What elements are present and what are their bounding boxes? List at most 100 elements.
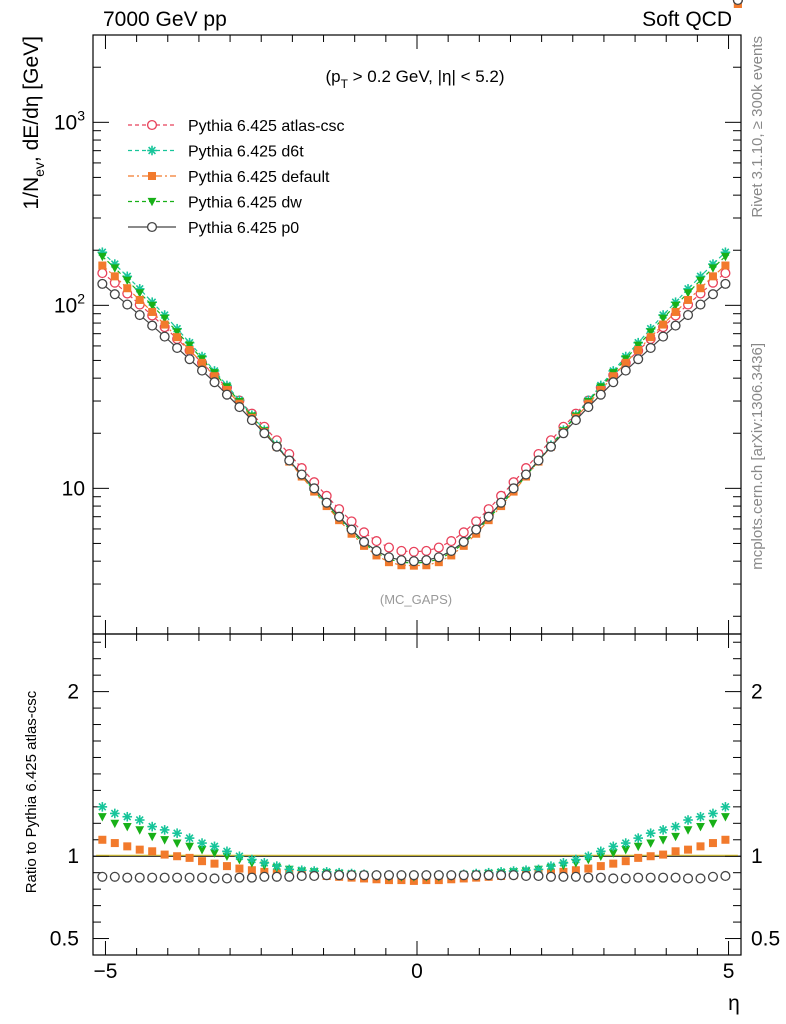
ratio-point-p0: [620, 873, 631, 884]
point-p0: [558, 428, 569, 439]
ratio-point-p0: [421, 870, 432, 881]
main-ytick-label: 10: [62, 477, 85, 500]
ratio-point-p0: [682, 873, 694, 884]
ratio-point-dw: [708, 819, 718, 829]
point-p0: [433, 552, 444, 563]
rivet-version-label: Rivet 3.1.10, ≥ 300k events: [749, 36, 766, 218]
ratio-ytick-label: 0.5: [50, 928, 79, 951]
point-p0: [234, 402, 245, 413]
ratio-ytick-label: 1: [67, 845, 79, 868]
ratio-point-dw: [658, 836, 668, 845]
ratio-point-p0: [483, 870, 494, 881]
ratio-point-d6t: [608, 841, 619, 852]
ratio-point-d6t: [620, 838, 631, 848]
point-p0: [670, 320, 681, 331]
x-axis-label: η: [728, 992, 740, 1015]
point-p0: [595, 389, 606, 400]
main-ytick-label: 102: [54, 290, 85, 317]
point-dw: [122, 276, 132, 286]
ratio-point-default: [247, 866, 256, 875]
ratio-point-default: [596, 862, 605, 871]
ratio-point-dw: [160, 836, 170, 845]
ratio-point-d6t: [683, 815, 693, 825]
legend-label: Pythia 6.425 p0: [188, 220, 299, 237]
ratio-point-d6t: [209, 841, 220, 852]
legend-marker-atlas-csc: [146, 119, 158, 131]
point-dw: [172, 328, 182, 337]
ratio-point-p0: [259, 871, 270, 882]
ratio-point-p0: [396, 870, 407, 881]
point-default: [198, 358, 207, 367]
side-text: Rivet 3.1.10, ≥ 300k events mcplots.cern.…: [749, 36, 766, 570]
ratio-point-d6t: [670, 821, 681, 832]
point-default: [634, 346, 643, 355]
ratio-point-p0: [284, 871, 295, 882]
ratio-point-p0: [658, 872, 669, 883]
ratio-point-d6t: [247, 854, 257, 865]
point-p0: [159, 331, 170, 342]
point-p0: [508, 483, 519, 494]
point-p0: [134, 309, 145, 321]
ratio-point-d6t: [259, 858, 270, 868]
ratio-point-default: [148, 847, 157, 856]
point-default: [621, 358, 630, 367]
ratio-point-default: [135, 845, 144, 854]
point-atlas-csc: [720, 268, 731, 279]
ratio-point-default: [160, 850, 169, 859]
point-p0: [570, 415, 581, 426]
point-p0: [583, 402, 594, 413]
ratio-point-dw: [210, 849, 219, 858]
point-atlas-csc: [446, 536, 457, 547]
series-dw: [97, 252, 730, 568]
ratio-point-d6t: [658, 825, 668, 835]
ratio-ytick-label: 2: [67, 681, 79, 704]
ratio-point-d6t: [708, 808, 718, 819]
ratio-point-d6t: [234, 851, 245, 862]
ratio-point-default: [210, 859, 219, 868]
point-atlas-csc: [371, 536, 382, 547]
ratio-point-p0: [296, 870, 307, 882]
ratio-point-p0: [583, 872, 594, 883]
main-ytick-label: 103: [54, 107, 85, 134]
ratio-point-default: [621, 857, 630, 866]
point-atlas-csc: [471, 516, 482, 527]
point-p0: [533, 455, 544, 466]
point-p0: [271, 441, 282, 452]
ratio-point-d6t: [172, 828, 182, 838]
cut-annotation: (pT > 0.2 GeV, |η| < 5.2): [325, 67, 504, 91]
ratio-point-dw: [608, 849, 618, 858]
ratio-point-p0: [408, 870, 419, 881]
point-p0: [471, 524, 482, 535]
series-line-default: [101, 265, 726, 567]
point-atlas-csc: [433, 542, 444, 553]
ratio-point-default: [659, 850, 668, 859]
ratio-point-default: [634, 853, 643, 862]
point-default: [696, 284, 705, 293]
series-p0: [97, 0, 743, 567]
point-p0: [147, 320, 158, 331]
legend-marker-p0: [146, 221, 158, 233]
point-p0: [695, 299, 706, 310]
x-tick-label: 5: [723, 960, 735, 983]
ratio-point-p0: [234, 872, 245, 883]
point-p0: [682, 309, 694, 321]
ratio-point-p0: [371, 870, 382, 881]
ratio-point-p0: [172, 872, 183, 883]
point-atlas-csc: [408, 546, 419, 557]
point-atlas-csc: [421, 545, 432, 556]
legend-label: Pythia 6.425 default: [188, 169, 330, 186]
ratio-point-p0: [520, 870, 532, 882]
legend-entry-dw: Pythia 6.425 dw: [128, 195, 302, 212]
ratio-point-p0: [707, 871, 719, 882]
point-p0: [658, 331, 669, 342]
ratio-point-default: [571, 866, 580, 875]
ratio-point-dw: [696, 823, 705, 832]
point-p0: [196, 365, 208, 376]
ratio-point-d6t: [695, 811, 706, 822]
point-p0: [371, 545, 382, 556]
process-label: Soft QCD: [642, 8, 732, 31]
ratio-point-p0: [246, 872, 257, 883]
analysis-watermark: (MC_GAPS): [380, 592, 452, 607]
ratio-point-dw: [621, 846, 631, 855]
